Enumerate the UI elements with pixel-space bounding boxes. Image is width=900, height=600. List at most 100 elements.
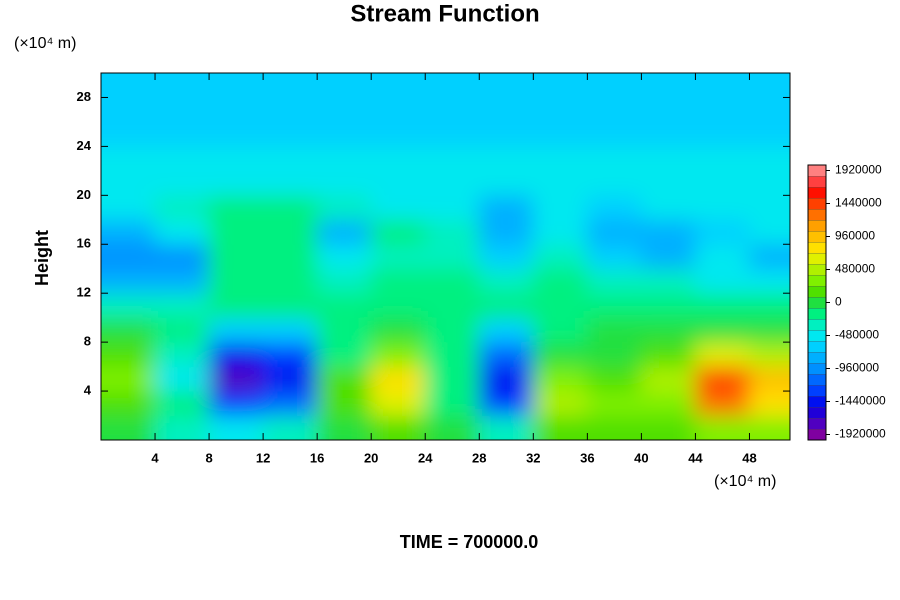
contour-cell [154, 390, 210, 417]
contour-cell [208, 73, 264, 98]
contour-cell [748, 243, 790, 270]
contour-cell [208, 243, 264, 270]
colorbar-swatch [807, 373, 827, 386]
contour-cell [532, 366, 588, 392]
contour-cell [694, 121, 750, 147]
contour-cell [478, 194, 534, 221]
annotation: TIME = 700000.0 [400, 532, 539, 552]
contour-cell [262, 317, 318, 343]
contour-cell [424, 145, 480, 172]
contour-cell [532, 73, 588, 98]
contour-cell [370, 194, 426, 221]
colorbar-swatch [807, 186, 827, 199]
x-tick-label: 36 [580, 450, 594, 465]
contour-cell [101, 219, 156, 245]
contour-cell [424, 121, 480, 147]
contour-cell [208, 366, 264, 392]
contour-cell [101, 366, 156, 392]
contour-cell [424, 268, 480, 294]
contour-cell [424, 96, 480, 123]
contour-cell [532, 243, 588, 270]
contour-cell [694, 243, 750, 270]
contour-cell [694, 170, 750, 196]
contour-cell [316, 390, 372, 417]
contour-cell [478, 73, 534, 98]
contour-cell [370, 415, 426, 440]
contour-cell [316, 268, 372, 294]
contour-cell [262, 341, 318, 368]
contour-cell [101, 390, 156, 417]
contour-cell [154, 268, 210, 294]
contour-cell [640, 219, 696, 245]
contour-cell [424, 170, 480, 196]
contour-cell [586, 145, 642, 172]
contour-cell [586, 243, 642, 270]
contour-cell [748, 317, 790, 343]
contour-cell [586, 96, 642, 123]
contour-cell [316, 341, 372, 368]
colorbar-swatch [807, 318, 827, 331]
contour-cell [316, 145, 372, 172]
contour-cell [424, 194, 480, 221]
contour-cell [262, 219, 318, 245]
contour-cell [748, 268, 790, 294]
contour-cell [154, 219, 210, 245]
contour-cell [424, 341, 480, 368]
contour-cell [316, 170, 372, 196]
contour-cell [208, 415, 264, 440]
contour-field [101, 73, 790, 440]
contour-cell [262, 292, 318, 319]
contour-cell [532, 121, 588, 147]
contour-cell [101, 292, 156, 319]
contour-cell [316, 243, 372, 270]
contour-cell [640, 96, 696, 123]
contour-cell [424, 73, 480, 98]
contour-cell [640, 268, 696, 294]
contour-cell [532, 170, 588, 196]
contour-cell [208, 96, 264, 123]
colorbar-tick-label: 0 [835, 295, 842, 309]
colorbar-tick-label: -960000 [835, 361, 879, 375]
contour-cell [154, 73, 210, 98]
colorbar-swatch [807, 362, 827, 375]
colorbar-swatch [807, 384, 827, 397]
x-tick-label: 24 [418, 450, 433, 465]
chart-title: Stream Function [350, 0, 539, 27]
contour-cell [370, 390, 426, 417]
colorbar-tick-label: -1440000 [835, 394, 886, 408]
colorbar-tick-label: 1920000 [835, 163, 882, 177]
plot-frame [100, 72, 791, 441]
x-tick-label: 8 [205, 450, 212, 465]
contour-cell [101, 268, 156, 294]
contour-cell [694, 341, 750, 368]
contour-cell [478, 170, 534, 196]
contour-cell [478, 317, 534, 343]
contour-cell [586, 268, 642, 294]
colorbar-swatch [807, 395, 827, 408]
contour-cell [154, 243, 210, 270]
contour-cell [694, 415, 750, 440]
contour-cell [262, 366, 318, 392]
contour-cell [424, 243, 480, 270]
contour-cell [478, 243, 534, 270]
contour-cell [748, 390, 790, 417]
contour-cell [640, 121, 696, 147]
colorbar-swatch [807, 197, 827, 210]
contour-cell [370, 73, 426, 98]
contour-cell [154, 121, 210, 147]
contour-cell [424, 219, 480, 245]
contour-cell [101, 96, 156, 123]
contour-cell [640, 317, 696, 343]
contour-cell [370, 366, 426, 392]
contour-cell [586, 219, 642, 245]
contour-cell [154, 292, 210, 319]
contour-cell [154, 366, 210, 392]
colorbar-tick-label: -1920000 [835, 427, 886, 441]
x-tick-label: 32 [526, 450, 540, 465]
contour-cell [101, 415, 156, 440]
contour-cell [478, 415, 534, 440]
contour-cell [586, 341, 642, 368]
contour-cell [478, 366, 534, 392]
colorbar-swatch [807, 285, 827, 298]
contour-cell [748, 194, 790, 221]
